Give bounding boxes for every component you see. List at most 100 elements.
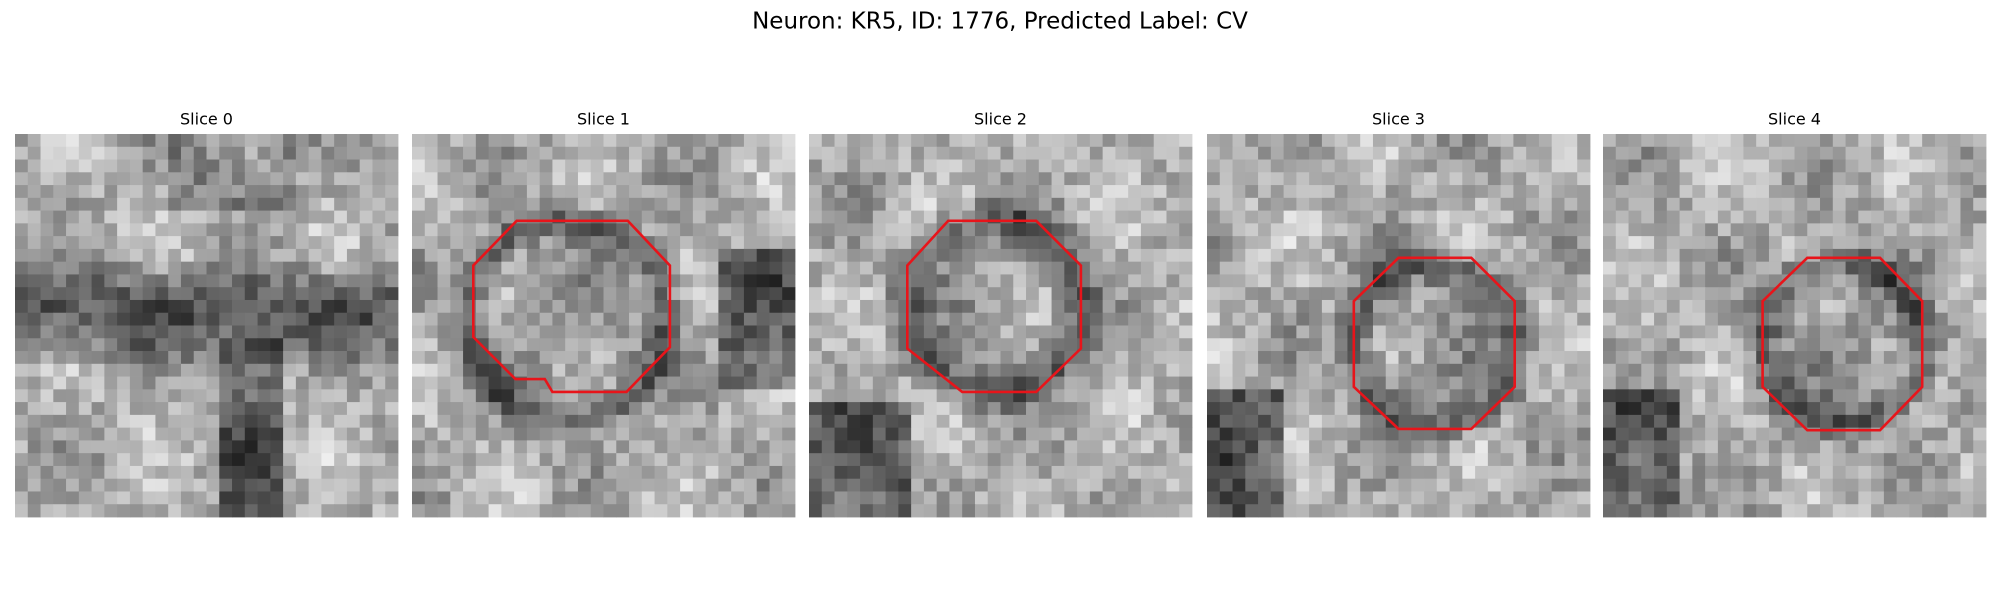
pixel — [412, 414, 426, 429]
pixel — [1115, 185, 1129, 199]
pixel — [437, 414, 451, 429]
pixel — [1500, 427, 1514, 441]
pixel — [1038, 185, 1052, 199]
pixel — [1781, 453, 1795, 467]
pixel — [1321, 197, 1336, 211]
pixel — [1743, 134, 1757, 148]
pixel — [1245, 197, 1259, 211]
pixel — [1641, 223, 1655, 237]
pixel — [872, 197, 886, 211]
pixel — [155, 159, 169, 173]
pixel — [1013, 172, 1027, 186]
pixel — [680, 465, 694, 480]
pixel — [1666, 338, 1680, 352]
pixel — [898, 414, 912, 429]
pixel — [1321, 146, 1336, 160]
pixel — [654, 172, 668, 186]
pixel — [898, 440, 912, 454]
pixel — [321, 338, 335, 352]
pixel — [1679, 197, 1693, 211]
pixel — [577, 351, 592, 365]
pixel — [270, 159, 284, 173]
pixel — [1845, 299, 1859, 314]
pixel — [1102, 325, 1116, 339]
pixel — [1564, 223, 1578, 237]
pixel — [1102, 236, 1116, 250]
pixel — [616, 312, 630, 326]
pixel — [1296, 504, 1310, 518]
pixel — [1692, 491, 1706, 505]
pixel — [1166, 223, 1180, 237]
pixel — [654, 146, 668, 160]
pixel — [232, 146, 246, 160]
pixel — [104, 325, 118, 339]
pixel — [15, 236, 29, 250]
pixel — [667, 427, 681, 441]
pixel — [437, 325, 451, 339]
pixel — [936, 223, 950, 237]
pixel — [346, 185, 361, 199]
pixel — [705, 299, 719, 314]
pixel — [437, 185, 451, 199]
pixel — [244, 402, 258, 416]
pixel — [1692, 236, 1706, 250]
pixel — [718, 248, 732, 263]
pixel — [66, 261, 80, 275]
pixel — [142, 197, 156, 211]
pixel — [1666, 210, 1680, 224]
pixel — [923, 146, 938, 160]
pixel — [629, 146, 643, 160]
pixel — [450, 491, 464, 505]
pixel — [257, 478, 271, 492]
pixel — [577, 402, 592, 416]
pixel — [860, 478, 874, 492]
pixel — [1909, 197, 1923, 211]
pixel — [257, 312, 271, 326]
pixel — [1153, 146, 1167, 160]
pixel — [923, 248, 938, 263]
pixel — [1832, 491, 1846, 505]
pixel — [129, 325, 144, 339]
pixel — [1845, 134, 1859, 148]
pixel — [1577, 236, 1591, 250]
pixel — [270, 363, 284, 377]
pixel — [756, 376, 770, 390]
pixel — [232, 134, 246, 148]
pixel — [782, 287, 796, 301]
pixel — [1153, 287, 1167, 301]
pixel — [142, 159, 156, 173]
pixel — [590, 185, 604, 199]
pixel — [1615, 414, 1629, 429]
pixel — [424, 223, 438, 237]
pixel — [1960, 159, 1974, 173]
pixel — [1102, 376, 1116, 390]
pixel — [78, 223, 92, 237]
pixel — [1487, 248, 1502, 263]
pixel — [1347, 453, 1361, 467]
pixel — [1051, 389, 1065, 403]
pixel — [1270, 414, 1284, 429]
pixel — [1577, 427, 1591, 441]
pixel — [475, 402, 489, 416]
pixel — [1334, 146, 1348, 160]
pixel — [1871, 274, 1885, 288]
pixel — [987, 236, 1001, 250]
pixel — [91, 236, 105, 250]
pixel — [539, 427, 553, 441]
pixel — [1603, 351, 1617, 365]
pixel — [1794, 312, 1808, 326]
pixel — [27, 172, 41, 186]
pixel — [743, 478, 758, 492]
pixel — [1360, 427, 1374, 441]
pixel — [1513, 402, 1527, 416]
pixel — [552, 376, 566, 390]
pixel — [834, 504, 848, 518]
pixel — [1947, 261, 1961, 275]
pixel — [847, 223, 861, 237]
pixel — [1845, 172, 1859, 186]
pixel — [219, 453, 233, 467]
pixel — [1551, 440, 1565, 454]
pixel — [1283, 185, 1297, 199]
pixel — [244, 363, 258, 377]
pixel — [1385, 274, 1399, 288]
